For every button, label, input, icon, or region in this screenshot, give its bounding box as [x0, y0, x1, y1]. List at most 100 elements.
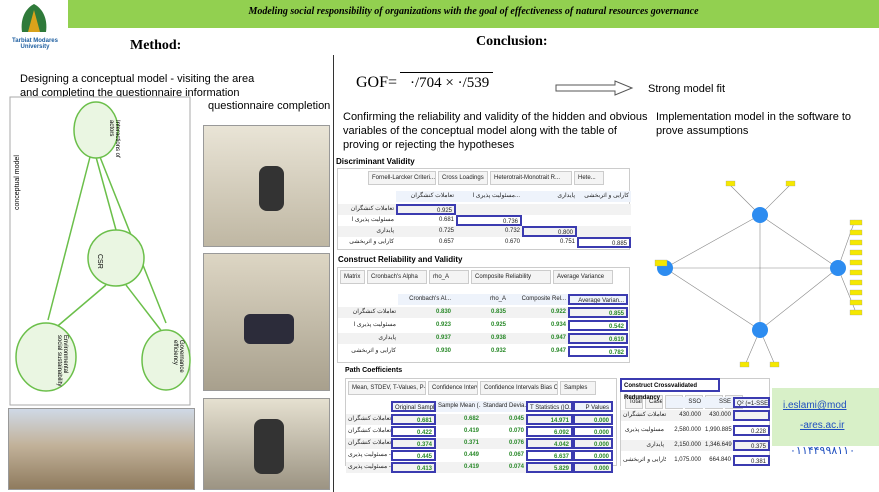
- column-header: Cronbach's Al...: [398, 294, 453, 305]
- email: i.eslami@mod: [783, 400, 847, 411]
- conceptual-diagram: [9, 96, 191, 406]
- cell: 0.800: [522, 226, 577, 237]
- cell: 0.542: [568, 320, 628, 331]
- node-label: Interactions of actors: [108, 120, 120, 158]
- column-header: کارایی و اثربخشی: [577, 191, 631, 202]
- cell: 0.381: [733, 455, 770, 466]
- cell: [733, 410, 770, 421]
- gof-label: GOF=: [356, 74, 398, 91]
- row-label: کارایی و اثربخشی: [621, 455, 666, 466]
- cell: 0.922: [508, 307, 568, 318]
- cell: 0.449: [436, 450, 481, 461]
- cell: [522, 215, 577, 226]
- divider: [333, 55, 334, 492]
- table-title: Discriminant Validity: [336, 157, 415, 166]
- row-label: کارایی و اثربخشی: [338, 237, 396, 248]
- photo: [203, 125, 330, 247]
- cell: 0.930: [398, 346, 453, 357]
- cell: 0.932: [453, 346, 508, 357]
- cell: 14.971: [526, 414, 573, 425]
- tab: Total: [625, 395, 643, 409]
- cell: 0.923: [398, 320, 453, 331]
- tab: Mean, STDEV, T-Values, P-Va...: [348, 381, 426, 395]
- tab: Matrix: [340, 270, 365, 284]
- cell: 1,346.649: [703, 440, 733, 451]
- data-table: TotalCase1Case2Case3Case4Case5SSOSSEQ² (…: [620, 378, 770, 466]
- logo: [21, 4, 47, 32]
- cell: 0.371: [436, 438, 481, 449]
- cell: 0.000: [573, 450, 613, 461]
- cell: 2,580.000: [666, 425, 703, 436]
- tab: Confidence Intervals Bias C...: [480, 381, 558, 395]
- method-heading: Method:: [130, 38, 182, 53]
- cell: 0.670: [456, 237, 522, 248]
- cell: 430.000: [703, 410, 733, 421]
- cell: 6.637: [526, 450, 573, 461]
- cell: 5.829: [526, 462, 573, 473]
- gof-formula: ·/704 × ·/539: [410, 75, 490, 91]
- column-header: T Statistics (|O...: [526, 401, 573, 412]
- cell: 0.725: [396, 226, 456, 237]
- cell: 0.732: [456, 226, 522, 237]
- cell: 0.070: [481, 426, 526, 437]
- sem-model: [654, 180, 863, 368]
- row-label: تعاملات کنشگران: [621, 410, 666, 421]
- diagram-side-label: conceptual model: [14, 155, 21, 210]
- cell: 1,990.885: [703, 425, 733, 436]
- cell: 0.925: [453, 320, 508, 331]
- title: Modeling social responsibility of organi…: [248, 6, 699, 17]
- column-header: Q² (=1-SSE/SSO): [733, 397, 770, 408]
- cell: 0.937: [398, 333, 453, 344]
- tab: Fornell-Larcker Criteri...: [368, 171, 436, 185]
- cell: 0.375: [733, 440, 770, 451]
- header-bar: Modeling social responsibility of organi…: [68, 0, 879, 28]
- cell: 0.419: [436, 426, 481, 437]
- column-header: Average Varian...: [568, 294, 628, 305]
- row-label: مسئولیت پذیری ا: [338, 320, 398, 331]
- cell: 0.000: [573, 438, 613, 449]
- cell: 0.681: [391, 414, 436, 425]
- cell: 664.840: [703, 455, 733, 466]
- row-label: مسئولیت پذیری ->: [346, 462, 391, 473]
- fit-text: Strong model fit: [648, 83, 726, 95]
- logo-text: Tarbiat Modares University: [12, 38, 58, 50]
- column-header: Standard Devia...: [481, 401, 526, 412]
- row-label: تعاملات کنشگران ->: [346, 426, 391, 437]
- cell: 4.042: [526, 438, 573, 449]
- cell: 0.947: [508, 333, 568, 344]
- cell: 0.736: [456, 215, 522, 226]
- conclusion-heading: Conclusion:: [476, 34, 548, 49]
- tab: Cross Loadings: [438, 171, 488, 185]
- node-label: Governance efficiency: [172, 340, 184, 373]
- cell: 0.657: [396, 237, 456, 248]
- row-label: تعاملات کنشگران ->: [346, 414, 391, 425]
- cell: 0.925: [396, 204, 456, 215]
- column-header: SSE: [703, 397, 733, 408]
- tab: Hete...: [574, 171, 604, 185]
- email: -ares.ac.ir: [800, 420, 845, 431]
- cell: 0.619: [568, 333, 628, 344]
- cell: 0.000: [573, 426, 613, 437]
- tab: Average Variance: [553, 270, 613, 284]
- tab: Confidence Intervals: [428, 381, 478, 395]
- cell: 0.855: [568, 307, 628, 318]
- node-label: Environmental social sustainability: [56, 335, 68, 387]
- cell: 0.045: [481, 414, 526, 425]
- cell: 2,150.000: [666, 440, 703, 451]
- cell: [577, 226, 631, 237]
- cell: 0.000: [573, 414, 613, 425]
- table-title: Path Coefficients: [345, 367, 403, 374]
- data-table: Matrix Cronbach's Alpha rho_A Composite Rel…: [337, 267, 630, 363]
- table-title: Construct Crossvalidated Redundancy: [620, 378, 720, 401]
- column-header: Original Sampl...: [391, 401, 436, 412]
- cell: 0.682: [436, 414, 481, 425]
- gof-value: ·/704 × ·/539: [400, 72, 494, 92]
- implementation-text: Implementation model in the software to …: [656, 111, 852, 137]
- data-table: Fornell-Larcker Criteri... Cross Loadings…: [337, 168, 631, 250]
- cell: 0.751: [522, 237, 577, 248]
- row-label: مسئولیت پذیری ا: [338, 215, 396, 226]
- data-table: Mean, STDEV, T-Values, P-Va...Confidence…: [345, 378, 617, 473]
- column-header: Composite Rel...: [508, 294, 568, 305]
- confirm-text: Confirming the reliability and validity …: [343, 111, 648, 151]
- arrow: [555, 80, 634, 96]
